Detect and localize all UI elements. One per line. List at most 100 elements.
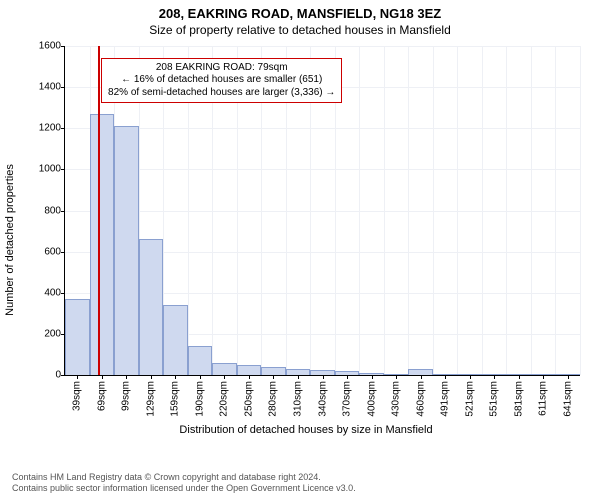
xtick-mark	[568, 375, 569, 379]
footer-line-2: Contains public sector information licen…	[12, 483, 356, 494]
xtick-label: 430sqm	[391, 381, 402, 417]
gridline-h	[65, 211, 580, 212]
xtick-mark	[273, 375, 274, 379]
histogram-bar	[457, 374, 482, 375]
histogram-bar	[506, 374, 531, 375]
xtick-label: 310sqm	[292, 381, 303, 417]
property-marker-line	[98, 46, 100, 375]
gridline-v	[482, 46, 483, 375]
xtick-mark	[298, 375, 299, 379]
ytick-label: 800	[44, 205, 61, 216]
xtick-mark	[494, 375, 495, 379]
ytick-label: 200	[44, 328, 61, 339]
xtick-mark	[126, 375, 127, 379]
histogram-bar	[531, 374, 556, 375]
histogram-bar	[139, 239, 164, 375]
ytick-mark	[61, 293, 65, 294]
xtick-mark	[77, 375, 78, 379]
gridline-v	[384, 46, 385, 375]
xtick-mark	[347, 375, 348, 379]
ytick-mark	[61, 128, 65, 129]
xtick-mark	[224, 375, 225, 379]
xtick-label: 460sqm	[415, 381, 426, 417]
xtick-label: 220sqm	[219, 381, 230, 417]
xtick-mark	[323, 375, 324, 379]
xtick-label: 611sqm	[538, 381, 549, 416]
histogram-bar	[90, 114, 115, 375]
ytick-label: 0	[55, 370, 61, 381]
xtick-label: 551sqm	[489, 381, 500, 417]
xtick-mark	[249, 375, 250, 379]
gridline-v	[531, 46, 532, 375]
gridline-v	[580, 46, 581, 375]
histogram-bar	[114, 126, 139, 375]
xtick-label: 190sqm	[194, 381, 205, 417]
xtick-mark	[372, 375, 373, 379]
histogram-bar	[482, 374, 507, 375]
histogram-bar	[359, 373, 384, 375]
ytick-label: 1400	[39, 82, 61, 93]
xtick-mark	[102, 375, 103, 379]
xtick-mark	[519, 375, 520, 379]
gridline-v	[555, 46, 556, 375]
chart-container: Number of detached properties Distributi…	[28, 46, 584, 434]
histogram-bar	[408, 369, 433, 375]
xtick-mark	[543, 375, 544, 379]
plot-area: 0200400600800100012001400160039sqm69sqm9…	[64, 46, 580, 376]
gridline-v	[359, 46, 360, 375]
ytick-mark	[61, 252, 65, 253]
histogram-bar	[433, 374, 458, 375]
histogram-bar	[163, 305, 188, 375]
histogram-bar	[310, 370, 335, 375]
xtick-mark	[396, 375, 397, 379]
histogram-bar	[188, 346, 213, 375]
xtick-label: 250sqm	[243, 381, 254, 417]
chart-title-main: 208, EAKRING ROAD, MANSFIELD, NG18 3EZ	[0, 0, 600, 21]
histogram-bar	[261, 367, 286, 375]
annotation-line: 82% of semi-detached houses are larger (…	[108, 87, 335, 100]
footer-line-1: Contains HM Land Registry data © Crown c…	[12, 472, 356, 483]
ytick-mark	[61, 87, 65, 88]
xtick-mark	[421, 375, 422, 379]
xtick-label: 370sqm	[342, 381, 353, 417]
ytick-label: 400	[44, 287, 61, 298]
xtick-label: 69sqm	[96, 381, 107, 411]
ytick-mark	[61, 211, 65, 212]
footer-attribution: Contains HM Land Registry data © Crown c…	[12, 472, 356, 495]
gridline-h	[65, 169, 580, 170]
histogram-bar	[384, 374, 409, 375]
ytick-label: 1000	[39, 164, 61, 175]
xtick-label: 491sqm	[440, 381, 451, 417]
xtick-label: 39sqm	[72, 381, 83, 411]
histogram-bar	[65, 299, 90, 375]
histogram-bar	[212, 363, 237, 375]
xtick-label: 641sqm	[562, 381, 573, 417]
xtick-mark	[151, 375, 152, 379]
xtick-label: 400sqm	[366, 381, 377, 417]
xtick-mark	[470, 375, 471, 379]
ytick-mark	[61, 375, 65, 376]
gridline-v	[408, 46, 409, 375]
gridline-v	[506, 46, 507, 375]
xtick-label: 99sqm	[121, 381, 132, 411]
gridline-v	[457, 46, 458, 375]
xtick-label: 340sqm	[317, 381, 328, 417]
xtick-label: 581sqm	[513, 381, 524, 417]
ytick-label: 600	[44, 246, 61, 257]
ytick-mark	[61, 169, 65, 170]
annotation-line: ← 16% of detached houses are smaller (65…	[108, 74, 335, 87]
histogram-bar	[555, 374, 580, 375]
gridline-h	[65, 128, 580, 129]
chart-title-sub: Size of property relative to detached ho…	[0, 21, 600, 41]
histogram-bar	[335, 371, 360, 375]
histogram-bar	[237, 365, 262, 375]
xtick-mark	[200, 375, 201, 379]
xtick-label: 280sqm	[268, 381, 279, 417]
annotation-box: 208 EAKRING ROAD: 79sqm← 16% of detached…	[101, 58, 342, 104]
ytick-mark	[61, 46, 65, 47]
gridline-h	[65, 46, 580, 47]
ytick-label: 1200	[39, 123, 61, 134]
xtick-label: 159sqm	[170, 381, 181, 417]
xtick-label: 521sqm	[464, 381, 475, 417]
ytick-label: 1600	[39, 41, 61, 52]
